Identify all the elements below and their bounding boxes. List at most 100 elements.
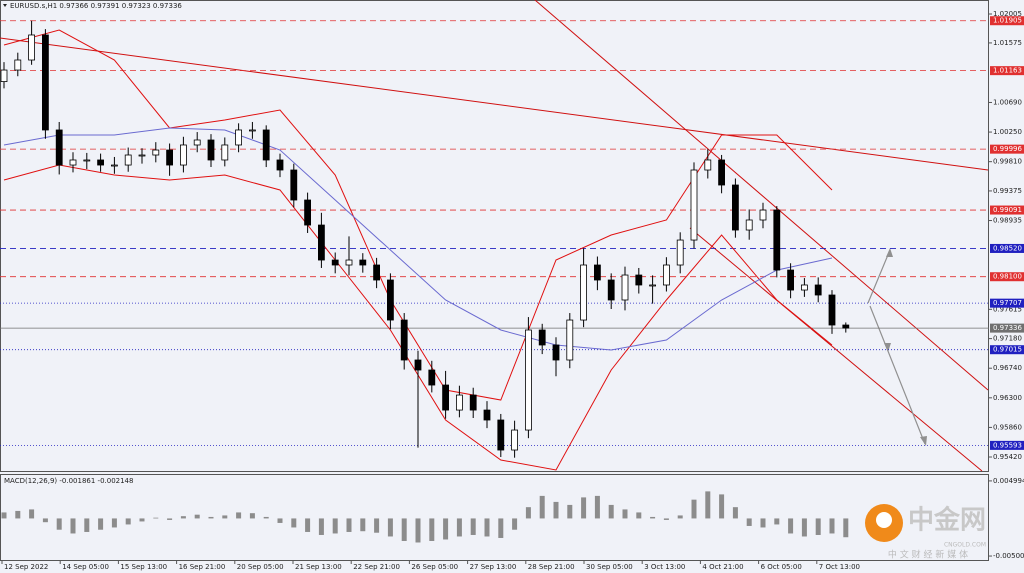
candle-body [221, 144, 229, 161]
candle-body [386, 279, 394, 321]
macd-bar [719, 494, 725, 519]
x-tick-label: 14 Sep 05:00 [62, 563, 109, 571]
macd-bar [70, 518, 76, 534]
level-label-bg [990, 205, 1024, 215]
macd-bar [484, 518, 490, 537]
candle [773, 206, 781, 278]
candle-body [97, 159, 104, 166]
macd-bar [277, 518, 283, 523]
candle-body [745, 219, 753, 231]
level-label-bg [990, 16, 1024, 26]
drawings [0, 0, 989, 472]
candle [42, 29, 49, 139]
candle-body [276, 159, 284, 171]
macd-bar [525, 507, 531, 519]
level-label-bg [990, 323, 1024, 333]
candle-body [801, 284, 808, 291]
candle [166, 143, 174, 176]
x-tick-label: 16 Sep 21:00 [179, 563, 226, 571]
candle-body [483, 409, 491, 421]
candle [704, 149, 712, 179]
candle [663, 257, 670, 292]
x-tick-label: 4 Oct 21:00 [702, 563, 743, 571]
candle [373, 257, 381, 289]
x-tick-label: 30 Sep 05:00 [586, 563, 633, 571]
level-label-bg [990, 144, 1024, 154]
candle [842, 322, 850, 333]
macd-bar [194, 514, 200, 519]
candle-body [635, 274, 643, 286]
candle [359, 253, 367, 273]
candle-body [773, 209, 781, 271]
candle [317, 212, 325, 268]
macd-bar [84, 518, 90, 532]
header: EURUSD.s,H1 0.97366 0.97391 0.97323 0.97… [10, 2, 182, 10]
x-tick-label: 12 Sep 2022 [4, 563, 48, 571]
candle-body [580, 264, 587, 321]
candle-body [28, 34, 36, 61]
macd-bar [318, 518, 324, 535]
arrow-head [886, 248, 893, 257]
macd-bar [705, 491, 711, 519]
candle [221, 137, 229, 167]
macd-bar [553, 501, 559, 519]
candle-body [83, 159, 91, 162]
level-label-bg [990, 66, 1024, 76]
arrow-head [920, 436, 927, 446]
y-tick-label: 0.95860 [993, 423, 1022, 431]
level-label-bg [990, 243, 1024, 253]
candle [235, 123, 243, 153]
candle-body [14, 59, 22, 71]
candle-body [621, 274, 629, 301]
candle [414, 350, 422, 448]
macd-bar [801, 518, 807, 537]
y-tick-label: 0.98935 [993, 217, 1022, 225]
macd-bar [443, 518, 449, 540]
macd-bar [746, 518, 752, 526]
macd-title: MACD(12,26,9) -0.001861 -0.002148 [4, 477, 133, 485]
y-tick-label: 0.97615 [993, 305, 1022, 313]
candle [538, 323, 546, 355]
macd-bar [263, 516, 269, 519]
candle [152, 142, 160, 163]
x-tick-label: 15 Sep 13:00 [120, 563, 167, 571]
level-label: 1.01905 [993, 17, 1022, 25]
candle [759, 202, 767, 229]
macd-bar [650, 516, 656, 519]
candle [745, 209, 753, 240]
candle [649, 275, 656, 304]
watermark: 中金网 CNGOLD.COM 中 文 财 经 新 媒 体 [865, 504, 986, 561]
candle-body [373, 264, 381, 281]
candle-body [331, 259, 339, 266]
candle-body [718, 159, 725, 186]
y-tick-label: 0.96740 [993, 364, 1022, 372]
macd-bar [360, 518, 366, 532]
logo-icon-inner [876, 512, 892, 528]
macd-bar [167, 518, 173, 520]
x-tick-label: 26 Sep 05:00 [411, 563, 458, 571]
candle [304, 192, 312, 233]
y-tick-label: 1.00690 [993, 98, 1022, 106]
candle [580, 248, 587, 328]
macd-bar [774, 518, 780, 525]
candle-body [759, 209, 767, 221]
candle-body [193, 139, 201, 146]
candle-body [179, 144, 187, 166]
level-label-bg [990, 440, 1024, 450]
level-label-bg [990, 345, 1024, 355]
macd-bar [843, 518, 849, 538]
level-label-bg [990, 272, 1024, 282]
y-tick-label: 1.01575 [993, 39, 1022, 47]
candle [179, 136, 187, 173]
macd-bar [788, 518, 794, 534]
macd-bar [539, 495, 545, 519]
candle-body [676, 239, 684, 266]
candle-body [469, 394, 477, 411]
candle [55, 121, 63, 175]
candle [594, 256, 601, 291]
macd-bar [691, 499, 697, 519]
candle [386, 273, 394, 330]
level-label: 0.95593 [993, 441, 1022, 449]
candle [635, 267, 643, 294]
